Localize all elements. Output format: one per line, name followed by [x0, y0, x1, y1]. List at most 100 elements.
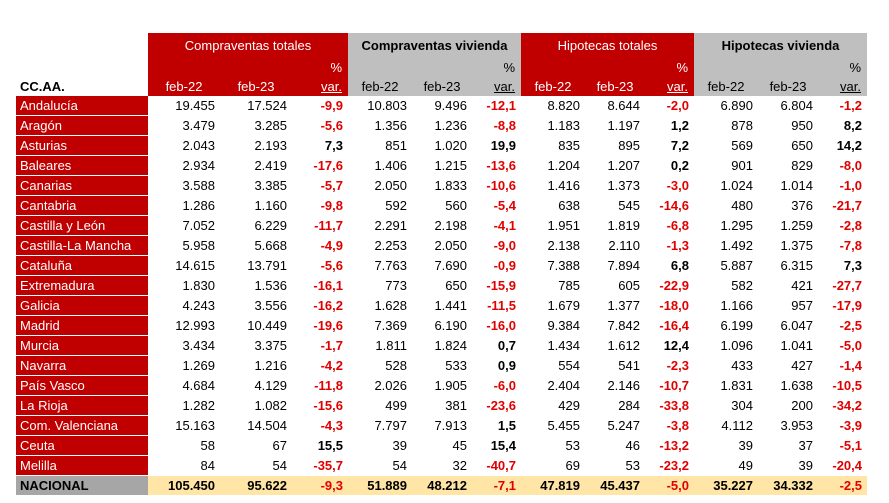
- pct-change-cell: 15,4: [490, 438, 516, 453]
- value-cell: 1.207: [607, 158, 640, 173]
- value-cell: 650: [445, 278, 467, 293]
- table-row: País Vasco 4.684 4.129 -11,8 2.026 1.905 -6,0 2…: [16, 375, 867, 396]
- value-cell: 3.953: [780, 418, 813, 433]
- value-cell: 1.282: [182, 398, 215, 413]
- total-value-cell: 34.332: [758, 475, 818, 495]
- pct-change-cell: -17,9: [832, 298, 862, 313]
- value-cell: 1.951: [547, 218, 580, 233]
- value-cell: 1.416: [547, 178, 580, 193]
- value-cell: 650: [791, 138, 813, 153]
- value-cell: 2.193: [254, 138, 287, 153]
- value-cell: 427: [791, 358, 813, 373]
- value-cell: 2.110: [608, 238, 640, 253]
- value-cell: 53: [625, 458, 640, 473]
- pct-change-cell: -3,9: [839, 418, 862, 433]
- value-cell: 1.628: [374, 298, 407, 313]
- value-cell: 545: [618, 198, 640, 213]
- pct-change-cell: 1,2: [670, 118, 689, 133]
- pct-change-cell: -2,8: [839, 218, 862, 233]
- pct-change-cell: -13,2: [659, 438, 689, 453]
- value-cell: 950: [791, 118, 813, 133]
- value-cell: 3.434: [182, 338, 215, 353]
- pct-change-cell: -34,2: [832, 398, 862, 413]
- pct-change-cell: -17,6: [313, 158, 343, 173]
- pct-change-cell: 1,5: [497, 418, 516, 433]
- value-cell: 582: [731, 278, 753, 293]
- table-row: Castilla-La Mancha 5.958 5.668 -4,9 2.253 2.0…: [16, 235, 867, 256]
- table-row: Aragón 3.479 3.285 -5,6 1.356 1.236 -8,8 1.183 1…: [16, 115, 867, 136]
- total-pct-cell: -2,5: [818, 475, 867, 495]
- table-row: Galicia 4.243 3.556 -16,2 1.628 1.441 -11,5 1.6…: [16, 295, 867, 316]
- value-cell: 1.811: [375, 338, 407, 353]
- pct-label: %: [818, 58, 867, 77]
- value-cell: 1.377: [607, 298, 640, 313]
- group-header: Compraventas vivienda: [348, 33, 521, 58]
- value-cell: 592: [385, 198, 407, 213]
- group-header-row: Compraventas totales Compraventas vivien…: [16, 33, 867, 58]
- value-cell: 6.190: [434, 318, 467, 333]
- value-cell: 605: [618, 278, 640, 293]
- pct-change-cell: 12,4: [663, 338, 689, 353]
- value-cell: 15.163: [175, 418, 215, 433]
- value-cell: 2.026: [374, 378, 407, 393]
- value-cell: 2.934: [182, 158, 215, 173]
- col-feb23: feb-23: [220, 77, 292, 96]
- value-cell: 39: [738, 438, 753, 453]
- pct-change-cell: -9,0: [493, 238, 516, 253]
- pct-change-cell: -15,9: [486, 278, 516, 293]
- value-cell: 878: [731, 118, 753, 133]
- value-cell: 2.419: [254, 158, 287, 173]
- pct-change-cell: -14,6: [659, 198, 689, 213]
- pct-change-cell: -9,8: [320, 198, 343, 213]
- pct-change-cell: -10,6: [486, 178, 516, 193]
- pct-change-cell: -5,6: [320, 118, 343, 133]
- pct-change-cell: 0,7: [497, 338, 516, 353]
- table-row: Murcia 3.434 3.375 -1,7 1.811 1.824 0,7 1.434 1.…: [16, 335, 867, 356]
- value-cell: 4.129: [254, 378, 287, 393]
- pct-change-cell: -1,2: [839, 98, 862, 114]
- pct-change-cell: -35,7: [313, 458, 343, 473]
- region-name: Canarias: [16, 175, 148, 196]
- value-cell: 1.259: [780, 218, 813, 233]
- value-cell: 10.449: [247, 318, 287, 333]
- value-cell: 6.047: [780, 318, 813, 333]
- corner-blank: [16, 33, 148, 58]
- region-name: Castilla-La Mancha: [16, 235, 148, 256]
- col-var: var.: [818, 77, 867, 96]
- value-cell: 3.385: [254, 178, 287, 193]
- value-cell: 3.375: [254, 338, 287, 353]
- col-var: var.: [645, 77, 694, 96]
- value-cell: 1.492: [720, 238, 753, 253]
- total-value-cell: 95.622: [220, 475, 292, 495]
- table-row: Castilla y León 7.052 6.229 -11,7 2.291 2.198…: [16, 215, 867, 236]
- pct-change-cell: -22,9: [659, 278, 689, 293]
- value-cell: 901: [731, 158, 753, 173]
- pct-change-cell: -5,7: [320, 178, 343, 193]
- value-cell: 638: [558, 198, 580, 213]
- value-cell: 5.455: [547, 418, 580, 433]
- pct-change-cell: -20,4: [832, 458, 862, 473]
- pct-header-row: % % % %: [16, 58, 867, 77]
- table-row: Canarias 3.588 3.385 -5,7 2.050 1.833 -10,6 1.4…: [16, 175, 867, 196]
- table-row: Extremadura 1.830 1.536 -16,1 773 650 -15,9 785…: [16, 275, 867, 296]
- region-name: País Vasco: [16, 375, 148, 396]
- value-cell: 7.369: [374, 318, 407, 333]
- value-cell: 2.146: [607, 378, 640, 393]
- group-header: Hipotecas vivienda: [694, 33, 867, 58]
- value-cell: 58: [200, 438, 215, 453]
- pct-label: %: [645, 58, 694, 77]
- total-value-cell: 45.437: [585, 475, 645, 495]
- value-cell: 37: [798, 438, 813, 453]
- value-cell: 1.216: [254, 358, 287, 373]
- table-row: Navarra 1.269 1.216 -4,2 528 533 0,9 554 541 -2,3…: [16, 355, 867, 376]
- region-name: Aragón: [16, 115, 148, 136]
- pct-change-cell: 19,9: [490, 138, 516, 153]
- pct-change-cell: -6,8: [666, 218, 689, 233]
- pct-change-cell: -11,7: [314, 218, 343, 233]
- ccaa-transactions-table: Compraventas totales Compraventas vivien…: [16, 33, 867, 495]
- value-cell: 554: [558, 358, 580, 373]
- pct-change-cell: -23,2: [659, 458, 689, 473]
- value-cell: 1.041: [780, 338, 813, 353]
- value-cell: 8.644: [607, 98, 640, 114]
- region-name: Cataluña: [16, 255, 148, 276]
